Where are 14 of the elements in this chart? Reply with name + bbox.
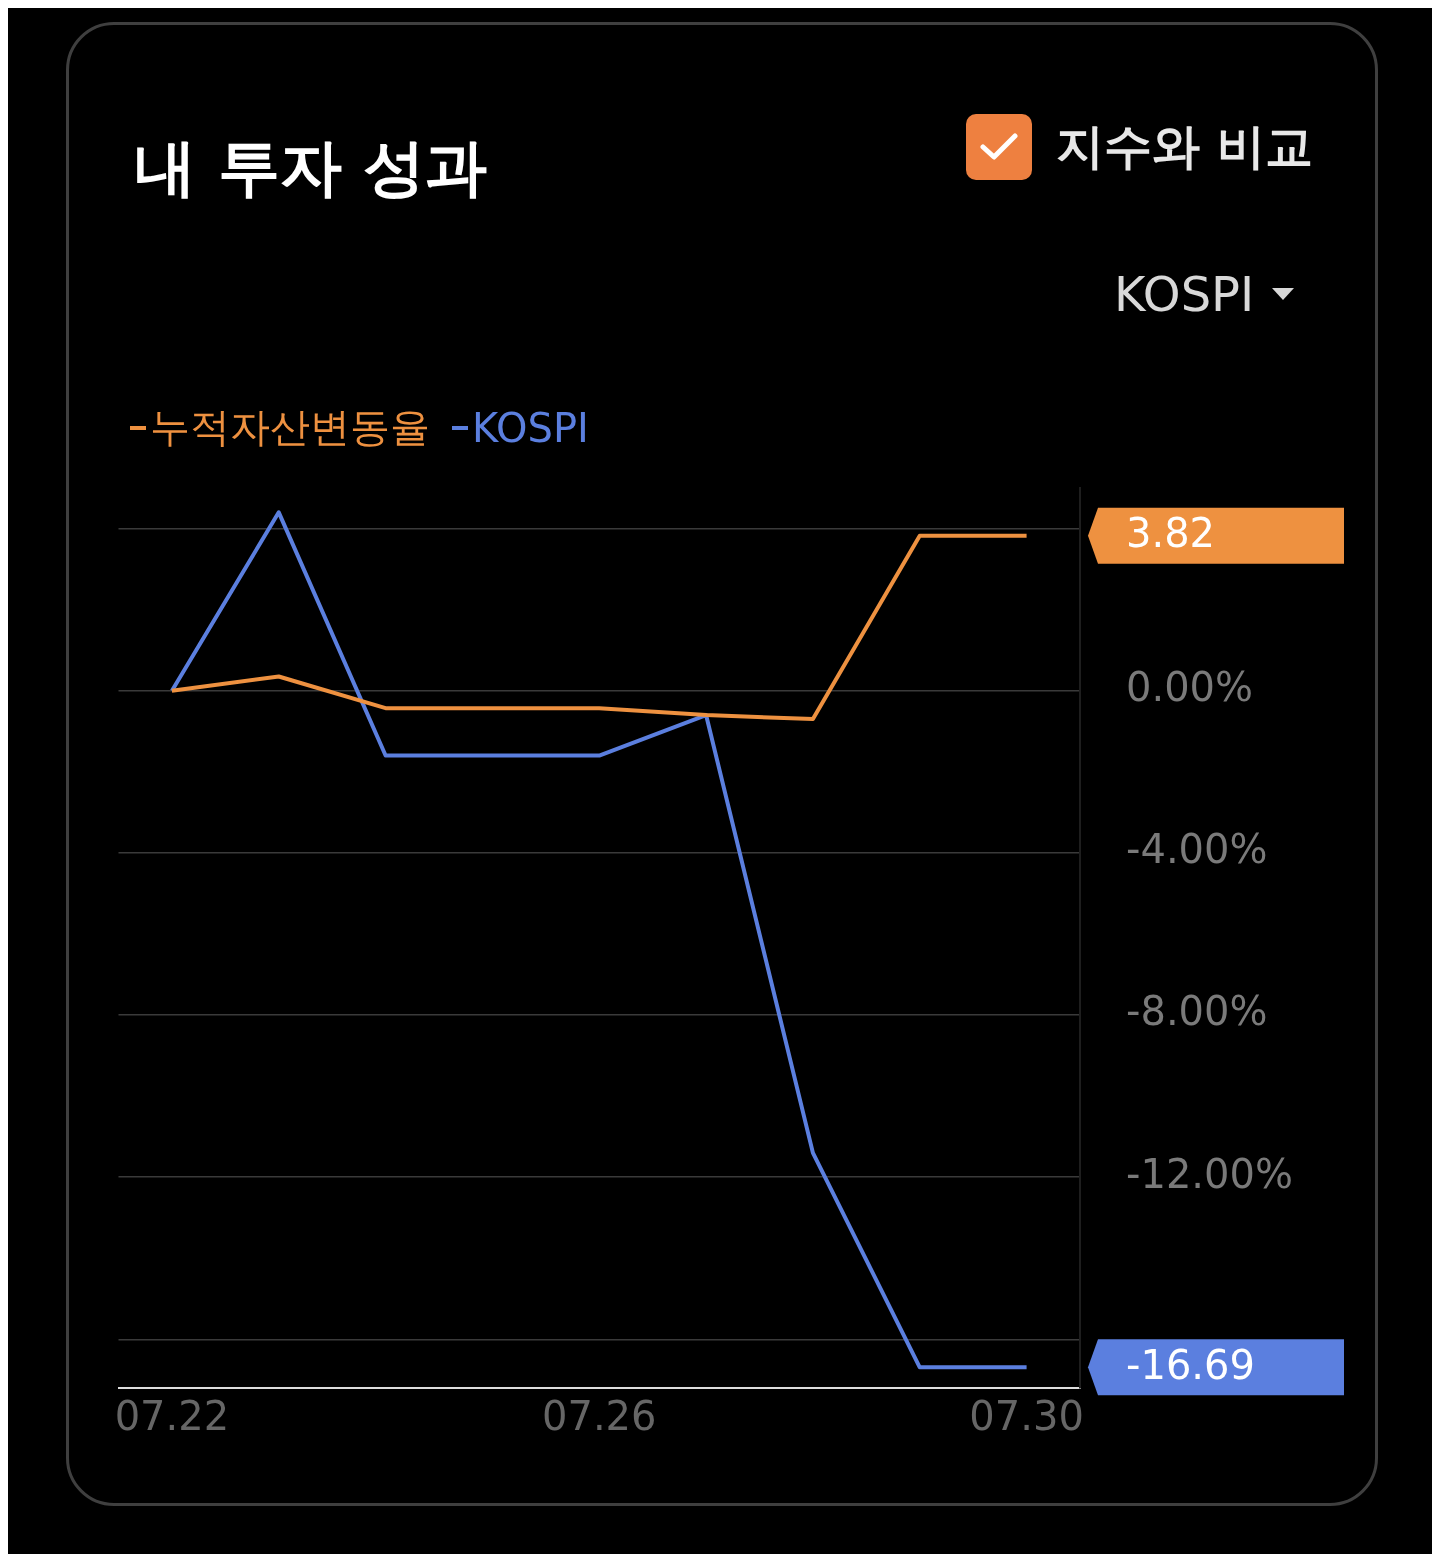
legend-label: KOSPI bbox=[471, 403, 589, 453]
y-tick-label: -8.00% bbox=[1126, 988, 1268, 1035]
y-tick-label: -4.00% bbox=[1126, 826, 1268, 873]
chart-title: 내 투자 성과 bbox=[134, 130, 488, 206]
legend-label: 누적자산변동율 bbox=[149, 403, 430, 452]
text: KOSPI bbox=[1114, 266, 1255, 322]
annotation: -16.69 bbox=[1126, 1341, 1255, 1388]
y-tick-label: 0.00% bbox=[1126, 664, 1254, 711]
y-tick-label: -12.00% bbox=[1126, 1150, 1293, 1197]
text: 지수와 비교 bbox=[1056, 117, 1313, 176]
x-tick-label: 07.22 bbox=[114, 1393, 230, 1440]
x-tick-label: 07.30 bbox=[969, 1393, 1084, 1440]
annotation: 3.82 bbox=[1126, 510, 1216, 557]
x-tick-label: 07.26 bbox=[542, 1393, 657, 1440]
